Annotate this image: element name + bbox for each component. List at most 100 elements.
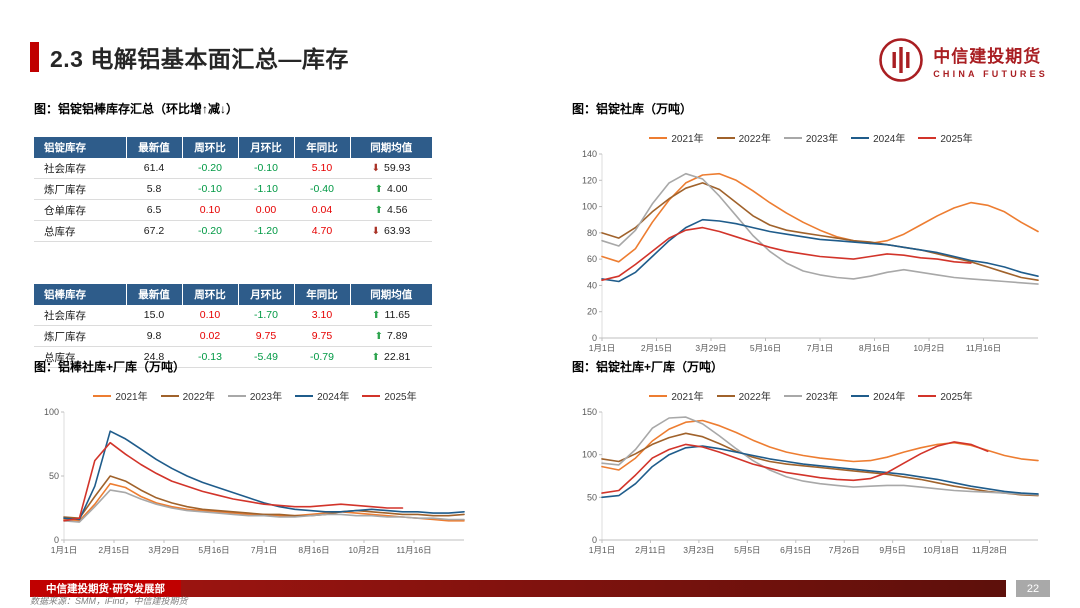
avg-value: 4.00 — [386, 183, 408, 195]
svg-text:1月1日: 1月1日 — [589, 545, 615, 555]
legend-label: 2023年 — [249, 392, 283, 403]
cell-latest: 6.5 — [126, 199, 182, 221]
legend-swatch — [783, 136, 802, 139]
legend-item: 2023年 — [783, 388, 839, 403]
legend-label: 2024年 — [317, 392, 350, 403]
legend-item: 2022年 — [716, 130, 771, 145]
svg-text:0: 0 — [592, 333, 597, 343]
svg-text:10月2日: 10月2日 — [913, 343, 944, 353]
svg-text:50: 50 — [49, 471, 59, 481]
legend-item: 2025年 — [918, 130, 973, 145]
svg-text:60: 60 — [587, 254, 597, 264]
svg-text:5月16日: 5月16日 — [198, 545, 229, 555]
chart-ingot-total-inventory: 图：铝锭社库+厂库（万吨） 2021年 2022年 2023年 2024年 2025年 … — [572, 358, 1050, 558]
svg-text:3月29日: 3月29日 — [695, 343, 726, 353]
svg-text:2月11日: 2月11日 — [635, 545, 666, 555]
trend-arrow-icon: ⬇ — [371, 163, 381, 174]
avg-value: 22.81 — [384, 351, 411, 363]
page-title: 2.3 电解铝基本面汇总—库存 — [50, 46, 349, 72]
legend-swatch — [362, 394, 381, 397]
ingot-inventory-table: 铝锭库存 最新值 周环比 月环比 年同比 同期均值 社会库存 61.4 -0.2… — [34, 137, 432, 242]
col-header: 月环比 — [238, 284, 295, 305]
legend-item: 2021年 — [93, 388, 148, 403]
col-header: 年同比 — [294, 137, 351, 158]
trend-arrow-icon: ⬆ — [374, 184, 383, 195]
svg-text:0: 0 — [54, 535, 59, 545]
avg-value: 59.93 — [384, 162, 411, 174]
svg-text:8月16日: 8月16日 — [298, 545, 329, 555]
row-label: 炼厂库存 — [34, 178, 126, 200]
inventory-summary-section: 图：铝锭铝棒库存汇总（环比增↑减↓） 铝锭库存 最新值 周环比 月环比 年同比 … — [34, 100, 444, 368]
cell-mom: 9.75 — [238, 325, 294, 347]
cell-wow: 0.10 — [182, 305, 238, 326]
cell-mom: -0.10 — [238, 158, 294, 179]
chart-caption: 图：铝锭社库（万吨） — [572, 102, 693, 116]
cell-latest: 15.0 — [126, 305, 182, 326]
chart-legend: 2021年 2022年 2023年 2024年 2025年 — [572, 130, 1050, 145]
svg-text:7月26日: 7月26日 — [829, 545, 860, 555]
col-header: 周环比 — [182, 137, 239, 158]
cell-mom: -5.49 — [238, 346, 294, 368]
legend-swatch — [93, 394, 112, 397]
table-row: 炼厂库存 9.8 0.02 9.75 9.75 ⬆ 7.89 — [34, 325, 432, 347]
table-row: 总库存 67.2 -0.20 -1.20 4.70 ⬇ 63.93 — [34, 220, 432, 242]
chart-caption: 图：铝棒社库+厂库（万吨） — [34, 360, 186, 374]
legend-label: 2025年 — [384, 392, 417, 403]
footer-bar: 中信建投期货·研究发展部 — [30, 580, 1006, 597]
svg-text:2月15日: 2月15日 — [98, 545, 129, 555]
svg-text:2月15日: 2月15日 — [641, 343, 672, 353]
legend-label: 2022年 — [738, 134, 771, 145]
svg-text:1月1日: 1月1日 — [589, 343, 615, 353]
cell-mom: -1.10 — [238, 178, 294, 200]
title-accent-bar — [30, 42, 39, 72]
legend-item: 2023年 — [227, 388, 283, 403]
legend-swatch — [851, 394, 870, 397]
svg-text:10月2日: 10月2日 — [348, 545, 379, 555]
page-header: 2.3 电解铝基本面汇总—库存 — [30, 40, 349, 74]
legend-label: 2025年 — [940, 134, 973, 145]
trend-arrow-icon: ⬇ — [371, 226, 381, 237]
col-header: 年同比 — [294, 284, 351, 305]
svg-text:7月1日: 7月1日 — [251, 545, 277, 555]
legend-item: 2022年 — [716, 388, 771, 403]
svg-text:100: 100 — [582, 450, 597, 460]
cell-avg: ⬇ 63.93 — [350, 220, 432, 242]
svg-text:100: 100 — [44, 407, 59, 417]
cell-latest: 9.8 — [126, 325, 182, 347]
table-row: 社会库存 61.4 -0.20 -0.10 5.10 ⬇ 59.93 — [34, 158, 432, 179]
cell-wow: -0.13 — [182, 346, 238, 368]
svg-text:0: 0 — [592, 535, 597, 545]
avg-value: 4.56 — [386, 204, 408, 216]
legend-swatch — [649, 136, 668, 139]
chart-canvas: 0 50 100 150 1月1日 2月11日 3月23日 5月5日 6月15日 7月26日 9月5… — [572, 406, 1050, 558]
svg-text:5月5日: 5月5日 — [734, 545, 760, 555]
col-header: 月环比 — [238, 137, 295, 158]
row-label: 仓单库存 — [34, 199, 126, 221]
legend-swatch — [649, 394, 668, 397]
legend-label: 2023年 — [805, 392, 839, 403]
svg-text:8月16日: 8月16日 — [859, 343, 890, 353]
trend-arrow-icon: ⬆ — [374, 205, 383, 216]
cell-mom: -1.20 — [238, 220, 294, 242]
row-label: 总库存 — [34, 346, 126, 368]
row-label: 社会库存 — [34, 158, 126, 179]
cell-avg: ⬆ 22.81 — [350, 346, 432, 368]
legend-swatch — [851, 136, 870, 139]
svg-text:1月1日: 1月1日 — [51, 545, 77, 555]
col-header: 同期均值 — [350, 137, 432, 158]
cell-mom: 0.00 — [238, 199, 294, 221]
row-label: 炼厂库存 — [34, 325, 126, 347]
svg-text:50: 50 — [587, 492, 597, 502]
svg-text:140: 140 — [582, 149, 597, 159]
tables-caption: 图：铝锭铝棒库存汇总（环比增↑减↓） — [34, 102, 239, 116]
cell-mom: -1.70 — [238, 305, 294, 326]
company-name-en: CHINA FUTURES — [933, 68, 1048, 79]
cell-avg: ⬇ 59.93 — [350, 158, 432, 179]
table-row: 社会库存 15.0 0.10 -1.70 3.10 ⬆ 11.65 — [34, 305, 432, 326]
legend-label: 2021年 — [671, 134, 704, 145]
table-row: 总库存 24.8 -0.13 -5.49 -0.79 ⬆ 22.81 — [34, 346, 432, 368]
company-logo: 中信建投期货 CHINA FUTURES — [877, 36, 1048, 84]
row-label: 社会库存 — [34, 305, 126, 326]
svg-text:40: 40 — [587, 280, 597, 290]
legend-item: 2023年 — [783, 130, 838, 145]
